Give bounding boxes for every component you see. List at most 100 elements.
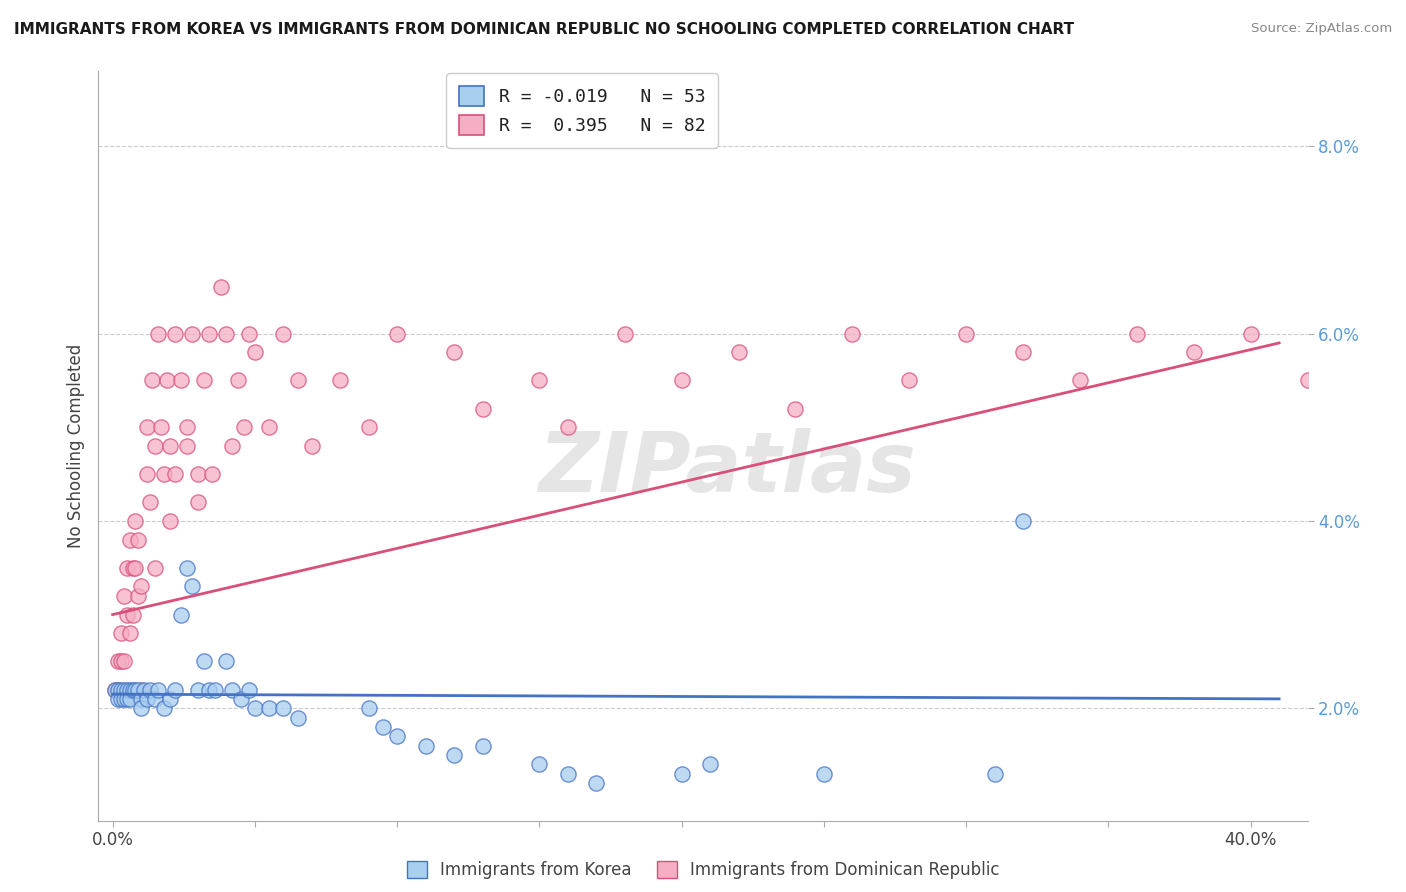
Point	[121, 560, 143, 574]
Point	[104, 682, 127, 697]
Point	[118, 682, 141, 697]
Point	[165, 467, 187, 482]
Point	[215, 326, 238, 341]
Point	[955, 326, 977, 341]
Point	[121, 682, 143, 697]
Point	[115, 560, 138, 574]
Point	[273, 701, 295, 715]
Point	[156, 373, 179, 387]
Point	[141, 373, 163, 387]
Point	[727, 345, 749, 359]
Point	[226, 373, 249, 387]
Point	[1069, 373, 1091, 387]
Point	[1126, 326, 1149, 341]
Point	[229, 692, 252, 706]
Point	[127, 589, 149, 603]
Point	[215, 655, 238, 669]
Point	[613, 326, 636, 341]
Point	[557, 420, 579, 434]
Point	[135, 420, 157, 434]
Point	[176, 439, 198, 453]
Point	[557, 767, 579, 781]
Point	[107, 655, 129, 669]
Point	[129, 692, 152, 706]
Point	[146, 682, 169, 697]
Point	[471, 401, 494, 416]
Point	[118, 533, 141, 547]
Point	[209, 279, 232, 293]
Point	[1012, 345, 1035, 359]
Text: IMMIGRANTS FROM KOREA VS IMMIGRANTS FROM DOMINICAN REPUBLIC NO SCHOOLING COMPLET: IMMIGRANTS FROM KOREA VS IMMIGRANTS FROM…	[14, 22, 1074, 37]
Point	[107, 692, 129, 706]
Point	[115, 607, 138, 622]
Point	[104, 682, 127, 697]
Point	[129, 682, 152, 697]
Point	[107, 682, 129, 697]
Point	[110, 655, 132, 669]
Point	[385, 730, 408, 744]
Point	[176, 560, 198, 574]
Point	[159, 692, 181, 706]
Point	[153, 701, 176, 715]
Point	[301, 439, 323, 453]
Point	[110, 626, 132, 640]
Point	[1296, 373, 1319, 387]
Point	[257, 701, 280, 715]
Point	[159, 439, 181, 453]
Legend: R = -0.019   N = 53, R =  0.395   N = 82: R = -0.019 N = 53, R = 0.395 N = 82	[446, 73, 718, 148]
Point	[127, 682, 149, 697]
Point	[585, 776, 607, 790]
Point	[1240, 326, 1263, 341]
Point	[198, 326, 221, 341]
Point	[165, 326, 187, 341]
Point	[143, 692, 166, 706]
Text: Source: ZipAtlas.com: Source: ZipAtlas.com	[1251, 22, 1392, 36]
Point	[112, 682, 135, 697]
Point	[165, 682, 187, 697]
Point	[221, 439, 243, 453]
Point	[1012, 514, 1035, 528]
Point	[415, 739, 437, 753]
Point	[201, 467, 224, 482]
Point	[443, 345, 465, 359]
Point	[115, 682, 138, 697]
Point	[153, 467, 176, 482]
Point	[699, 757, 721, 772]
Point	[124, 560, 146, 574]
Text: ZIPatlas: ZIPatlas	[538, 428, 917, 509]
Point	[221, 682, 243, 697]
Point	[198, 682, 221, 697]
Point	[193, 655, 215, 669]
Point	[132, 682, 155, 697]
Point	[181, 326, 204, 341]
Point	[143, 439, 166, 453]
Point	[529, 373, 551, 387]
Point	[118, 626, 141, 640]
Point	[170, 373, 193, 387]
Y-axis label: No Schooling Completed: No Schooling Completed	[66, 344, 84, 548]
Point	[135, 467, 157, 482]
Point	[159, 514, 181, 528]
Legend: Immigrants from Korea, Immigrants from Dominican Republic: Immigrants from Korea, Immigrants from D…	[399, 854, 1007, 886]
Point	[146, 326, 169, 341]
Point	[110, 692, 132, 706]
Point	[671, 373, 693, 387]
Point	[138, 682, 160, 697]
Point	[785, 401, 807, 416]
Point	[176, 420, 198, 434]
Point	[243, 345, 266, 359]
Point	[471, 739, 494, 753]
Point	[357, 420, 380, 434]
Point	[232, 420, 254, 434]
Point	[118, 692, 141, 706]
Point	[129, 580, 152, 594]
Point	[187, 495, 209, 509]
Point	[187, 682, 209, 697]
Point	[187, 467, 209, 482]
Point	[238, 682, 260, 697]
Point	[671, 767, 693, 781]
Point	[898, 373, 921, 387]
Point	[110, 682, 132, 697]
Point	[112, 655, 135, 669]
Point	[107, 682, 129, 697]
